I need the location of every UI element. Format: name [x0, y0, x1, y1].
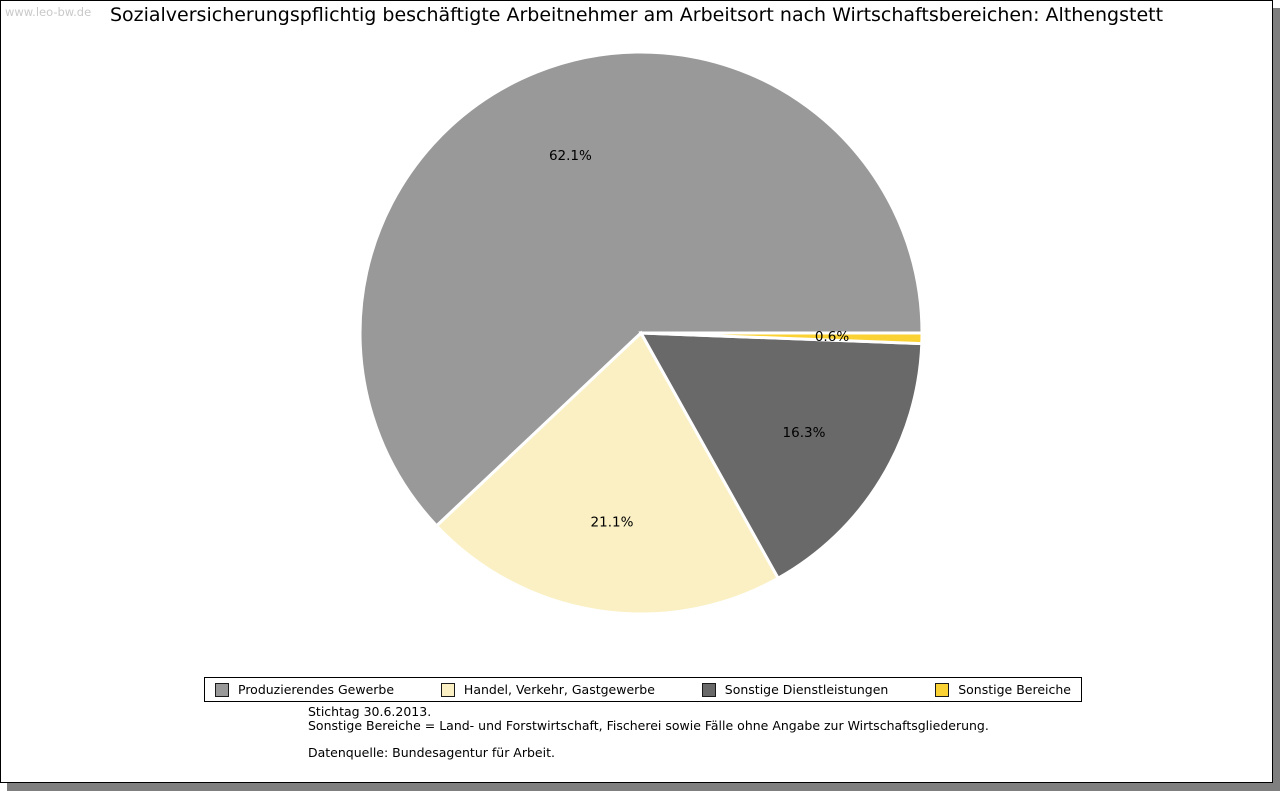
footnote-definition: Sonstige Bereiche = Land- und Forstwirts… [308, 718, 989, 733]
pie-slice-3 [640, 331, 924, 346]
footnote-stichtag: Stichtag 30.6.2013. [308, 704, 432, 719]
pie-slice-2 [638, 331, 924, 581]
legend-swatch [935, 682, 950, 697]
legend-swatch [701, 682, 716, 697]
footnotes: Stichtag 30.6.2013. Sonstige Bereiche = … [308, 705, 989, 760]
pie-slice-0 [358, 50, 924, 528]
pie-slice-label-1: 21.1% [591, 514, 634, 530]
legend-label: Produzierendes Gewerbe [238, 682, 395, 697]
legend-item: Handel, Verkehr, Gastgewerbe [440, 682, 655, 697]
watermark: www.leo-bw.de [5, 5, 92, 19]
legend-swatch [440, 682, 455, 697]
legend-label: Handel, Verkehr, Gastgewerbe [463, 682, 655, 697]
legend: Produzierendes Gewerbe Handel, Verkehr, … [204, 677, 1082, 702]
legend-label: Sonstige Dienstleistungen [724, 682, 889, 697]
legend-item: Sonstige Dienstleistungen [701, 682, 889, 697]
legend-item: Produzierendes Gewerbe [215, 682, 394, 697]
pie-slice-1 [434, 330, 781, 616]
pie-slice-label-2: 16.3% [783, 425, 826, 441]
pie-slice-label-0: 62.1% [549, 148, 592, 164]
footnote-source: Datenquelle: Bundesagentur für Arbeit. [308, 745, 555, 760]
pie-slice-label-3: 0.6% [815, 329, 849, 345]
legend-swatch [215, 682, 229, 697]
legend-label: Sonstige Bereiche [958, 682, 1071, 697]
page-title: Sozialversicherungspflichtig beschäftigt… [109, 4, 1164, 26]
legend-item: Sonstige Bereiche [935, 682, 1071, 697]
